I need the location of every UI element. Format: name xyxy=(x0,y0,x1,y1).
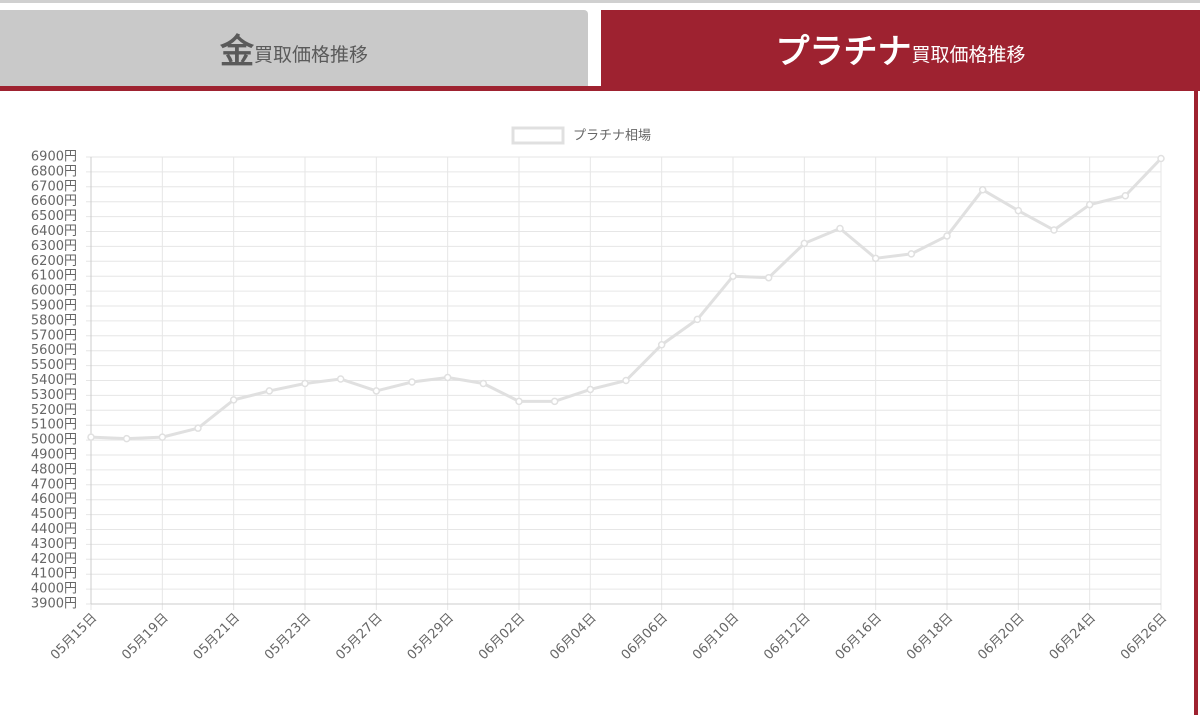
y-tick-label: 4300円 xyxy=(31,537,77,552)
y-tick-label: 5600円 xyxy=(31,343,77,358)
data-point xyxy=(479,379,488,388)
y-tick-label: 4400円 xyxy=(31,522,77,537)
data-point xyxy=(871,254,880,263)
y-tick-label: 6000円 xyxy=(31,284,77,299)
data-point xyxy=(764,273,773,282)
x-tick-label: 05月23日 xyxy=(262,611,314,663)
data-point xyxy=(158,433,167,441)
data-point xyxy=(978,186,987,194)
platinum-tab[interactable]: プラチナ 買取価格推移 xyxy=(601,10,1200,86)
y-tick-label: 5800円 xyxy=(31,313,77,328)
data-point xyxy=(836,224,844,233)
y-tick-label: 5900円 xyxy=(31,299,77,314)
panel-border xyxy=(1194,86,1198,715)
x-tick-label: 05月27日 xyxy=(333,611,385,663)
x-tick-label: 05月21日 xyxy=(191,611,243,663)
data-point xyxy=(800,239,809,248)
x-tick-label: 06月24日 xyxy=(1047,611,1099,663)
y-tick-label: 6500円 xyxy=(31,209,77,224)
x-tick-label: 06月18日 xyxy=(904,611,956,663)
x-tick-label: 06月02日 xyxy=(476,611,528,663)
data-point xyxy=(87,433,95,441)
data-point xyxy=(372,387,381,395)
y-tick-label: 6800円 xyxy=(31,164,77,179)
legend-label: プラチナ相場 xyxy=(573,129,651,144)
data-point xyxy=(1014,206,1023,215)
y-tick-label: 6600円 xyxy=(31,194,77,209)
y-tick-label: 5100円 xyxy=(31,418,77,433)
y-tick-label: 4600円 xyxy=(31,492,77,507)
data-point xyxy=(122,434,131,443)
tab-underline xyxy=(0,86,1200,91)
data-point xyxy=(301,379,309,388)
y-tick-label: 5000円 xyxy=(31,433,77,448)
series-line xyxy=(90,157,1163,441)
y-tick-label: 5400円 xyxy=(31,373,77,388)
x-tick-label: 06月06日 xyxy=(619,611,671,663)
y-tick-label: 6200円 xyxy=(31,254,77,269)
y-tick-label: 6100円 xyxy=(31,269,77,284)
y-tick-label: 4800円 xyxy=(31,462,77,477)
x-tick-label: 05月29日 xyxy=(405,611,457,663)
tab-title: プラチナ xyxy=(775,31,912,72)
data-point xyxy=(443,373,452,382)
x-tick-label: 05月19日 xyxy=(119,611,171,663)
data-point xyxy=(622,376,630,385)
tab-subtitle: 買取価格推移 xyxy=(253,43,368,66)
y-tick-label: 5300円 xyxy=(31,388,77,403)
y-tick-label: 4000円 xyxy=(31,582,77,597)
data-point xyxy=(1121,191,1130,200)
y-tick-label: 4700円 xyxy=(31,477,77,492)
y-tick-label: 3900円 xyxy=(31,597,77,612)
data-point xyxy=(194,424,202,432)
y-tick-label: 5700円 xyxy=(31,328,77,343)
y-tick-label: 6700円 xyxy=(31,179,77,194)
y-tick-label: 4100円 xyxy=(31,567,77,582)
tab-subtitle: 買取価格推移 xyxy=(911,43,1026,66)
data-point xyxy=(336,375,345,383)
x-tick-label: 06月10日 xyxy=(690,611,742,663)
y-tick-label: 6400円 xyxy=(31,224,77,239)
tab-title: 金 xyxy=(219,31,254,72)
data-point xyxy=(515,397,523,406)
y-tick-label: 5500円 xyxy=(31,358,77,373)
data-point xyxy=(1157,154,1165,163)
data-point xyxy=(550,397,559,406)
data-point xyxy=(907,250,916,258)
data-point xyxy=(408,378,416,386)
x-tick-label: 06月26日 xyxy=(1118,611,1170,663)
top-border xyxy=(0,0,1200,3)
data-point xyxy=(729,272,737,280)
y-tick-label: 4900円 xyxy=(31,448,77,463)
y-tick-label: 4200円 xyxy=(31,552,77,567)
x-tick-label: 06月16日 xyxy=(833,611,885,663)
data-point xyxy=(586,385,595,394)
y-tick-label: 5200円 xyxy=(31,403,77,418)
data-point xyxy=(1085,200,1094,209)
x-tick-label: 06月20日 xyxy=(975,611,1027,663)
gold-tab[interactable]: 金買取価格推移 xyxy=(0,10,588,86)
data-point xyxy=(943,232,951,240)
y-tick-label: 6300円 xyxy=(31,239,77,254)
legend-swatch xyxy=(511,126,565,145)
data-point xyxy=(1050,226,1058,234)
data-point xyxy=(229,396,238,404)
data-point xyxy=(693,315,702,324)
data-point xyxy=(657,340,666,349)
x-tick-label: 05月15日 xyxy=(48,611,100,663)
x-tick-label: 06月04日 xyxy=(547,611,599,663)
x-tick-label: 06月12日 xyxy=(761,611,813,663)
data-point xyxy=(265,387,274,395)
y-tick-label: 6900円 xyxy=(31,150,77,165)
y-tick-label: 4500円 xyxy=(31,507,77,522)
